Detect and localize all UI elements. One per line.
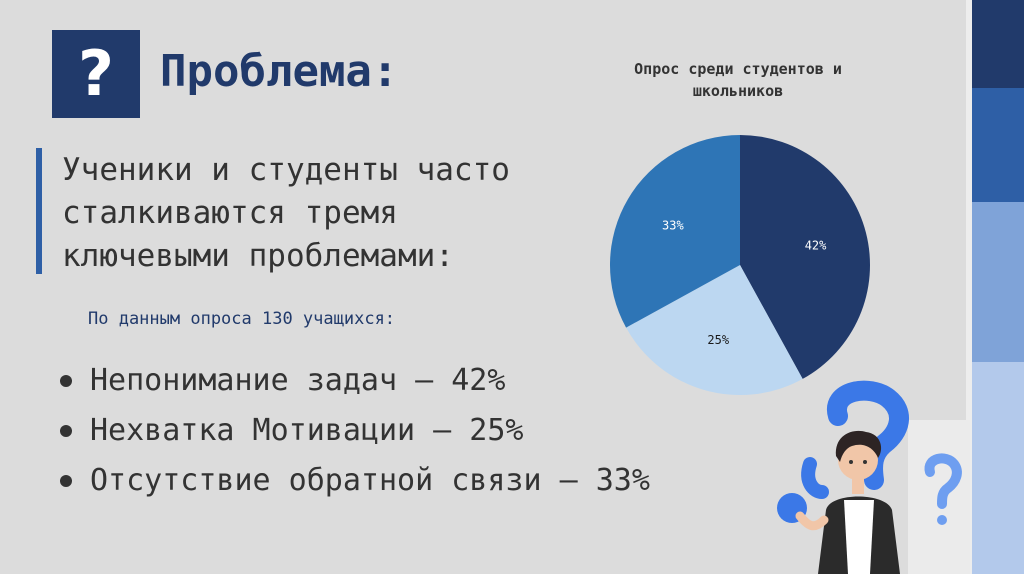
question-curl [801, 457, 829, 499]
bullet-dot-icon [60, 425, 72, 437]
hair [835, 430, 882, 462]
decor-stripe-4 [972, 362, 1024, 574]
pie-chart: 42% 25% 33% [610, 135, 870, 395]
question-mark-icon: ? [78, 37, 114, 110]
bullet-text: Нехватка Мотивации – 25% [90, 413, 524, 448]
chart-title: Опрос среди студентов и школьников [588, 58, 888, 102]
decor-stripe-2 [972, 88, 1024, 202]
subheading-line: ключевыми проблемами: [62, 238, 454, 274]
arm [795, 511, 829, 531]
head [838, 440, 878, 480]
chart-title-line: школьников [692, 82, 784, 100]
subheading: Ученики и студенты часто сталкиваются тр… [62, 149, 622, 278]
chart-title-line: Опрос среди студентов и [634, 60, 842, 78]
pie-slice-label: 42% [805, 239, 827, 253]
survey-note: По данным опроса 130 учащихся: [88, 309, 396, 329]
neck [852, 476, 864, 494]
slide-title: Проблема: [160, 46, 399, 97]
pie-slice-33 [610, 135, 740, 328]
pie-slice-label: 25% [707, 333, 729, 347]
pie-slice-25 [626, 265, 803, 395]
bullet-dot-icon [60, 375, 72, 387]
bullet-text: Отсутствие обратной связи – 33% [90, 463, 650, 498]
bullet-item: Непонимание задач – 42% [60, 356, 650, 406]
student-illustration [777, 380, 970, 574]
bullet-list: Непонимание задач – 42% Нехватка Мотивац… [60, 356, 650, 506]
subheading-line: сталкиваются тремя [62, 195, 398, 231]
decor-stripe-3 [972, 202, 1024, 362]
eye [849, 460, 853, 464]
accent-bar [36, 148, 42, 274]
bullet-text: Непонимание задач – 42% [90, 363, 506, 398]
pie-slice-label: 33% [662, 218, 684, 232]
title-icon-box: ? [52, 30, 140, 118]
subheading-line: Ученики и студенты часто [62, 152, 510, 188]
small-question-mark-icon [924, 453, 962, 509]
small-question-dot [937, 515, 947, 525]
bullet-item: Отсутствие обратной связи – 33% [60, 456, 650, 506]
decor-stripe-1 [972, 0, 1024, 88]
eye [863, 460, 867, 464]
stripe-edge [966, 0, 972, 574]
bullet-dot-icon [60, 475, 72, 487]
shirt [844, 500, 874, 574]
bullet-item: Нехватка Мотивации – 25% [60, 406, 650, 456]
pie-slice-42 [740, 135, 870, 379]
